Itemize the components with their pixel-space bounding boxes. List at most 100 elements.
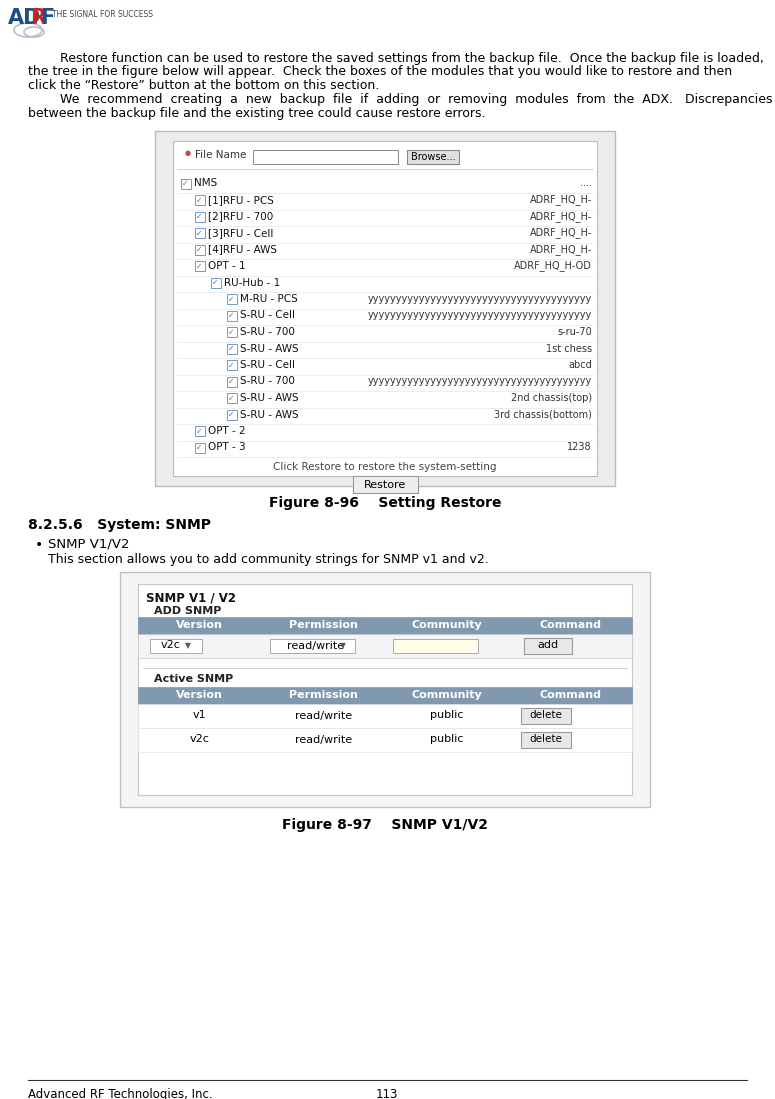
Text: read/write: read/write <box>288 641 345 651</box>
Text: ✓: ✓ <box>228 311 234 320</box>
Text: We  recommend  creating  a  new  backup  file  if  adding  or  removing  modules: We recommend creating a new backup file … <box>28 93 773 107</box>
Bar <box>155 131 615 486</box>
Text: Restore: Restore <box>364 479 406 489</box>
Text: 1238: 1238 <box>567 443 592 453</box>
Text: Command: Command <box>539 620 601 630</box>
Text: ✓: ✓ <box>228 360 234 369</box>
Text: ✓: ✓ <box>228 328 234 336</box>
Text: ✓: ✓ <box>228 393 234 402</box>
Bar <box>393 639 478 653</box>
Text: RU-Hub - 1: RU-Hub - 1 <box>224 278 281 288</box>
Text: 1st chess: 1st chess <box>546 344 592 354</box>
Text: delete: delete <box>529 710 562 721</box>
Bar <box>227 344 237 354</box>
Bar <box>195 244 205 255</box>
Bar <box>353 476 418 493</box>
Bar <box>195 426 205 436</box>
Text: This section allows you to add community strings for SNMP v1 and v2.: This section allows you to add community… <box>48 554 489 566</box>
Text: delete: delete <box>529 734 562 744</box>
Text: ●: ● <box>185 149 191 155</box>
Bar <box>138 703 632 728</box>
Text: 3rd chassis(bottom): 3rd chassis(bottom) <box>494 410 592 420</box>
Text: Permission: Permission <box>289 690 358 700</box>
Text: public: public <box>430 710 463 721</box>
Text: add: add <box>537 641 558 651</box>
Bar <box>173 141 597 476</box>
Bar <box>138 728 632 752</box>
Text: S-RU - AWS: S-RU - AWS <box>240 410 298 420</box>
Text: OPT - 3: OPT - 3 <box>208 443 246 453</box>
Text: read/write: read/write <box>294 710 352 721</box>
Text: File Name: File Name <box>195 149 246 159</box>
Bar <box>195 227 205 238</box>
Text: SNMP V1 / V2: SNMP V1 / V2 <box>146 591 236 604</box>
Text: click the “Restore” button at the bottom on this section.: click the “Restore” button at the bottom… <box>28 79 379 92</box>
Text: ADD SNMP: ADD SNMP <box>154 606 222 615</box>
Text: ✓: ✓ <box>195 212 202 221</box>
Text: ✓: ✓ <box>228 295 234 303</box>
Text: v2c: v2c <box>190 734 210 744</box>
Text: 2nd chassis(top): 2nd chassis(top) <box>511 393 592 403</box>
Text: Community: Community <box>412 690 482 700</box>
Bar <box>227 328 237 337</box>
Text: THE SIGNAL FOR SUCCESS: THE SIGNAL FOR SUCCESS <box>52 10 153 19</box>
Text: abcd: abcd <box>568 360 592 370</box>
Text: S-RU - 700: S-RU - 700 <box>240 328 294 337</box>
Bar <box>227 311 237 321</box>
Bar <box>253 149 398 164</box>
Bar <box>150 639 202 653</box>
Text: SNMP V1/V2: SNMP V1/V2 <box>48 537 129 551</box>
Bar <box>227 295 237 304</box>
Bar <box>120 571 650 807</box>
Text: ADRF_HQ_H-: ADRF_HQ_H- <box>529 195 592 206</box>
Text: Click Restore to restore the system-setting: Click Restore to restore the system-sett… <box>274 462 497 471</box>
Text: [4]RFU - AWS: [4]RFU - AWS <box>208 244 277 255</box>
Text: 113: 113 <box>376 1088 398 1099</box>
Text: 8.2.5.6   System: SNMP: 8.2.5.6 System: SNMP <box>28 518 211 532</box>
Text: ADRF_HQ_H-: ADRF_HQ_H- <box>529 244 592 255</box>
Text: read/write: read/write <box>294 734 352 744</box>
Text: v2c: v2c <box>161 641 181 651</box>
Bar <box>227 410 237 420</box>
Text: Figure 8-96    Setting Restore: Figure 8-96 Setting Restore <box>269 496 501 510</box>
Text: AD: AD <box>8 8 41 27</box>
Text: ✓: ✓ <box>195 443 202 452</box>
Text: Version: Version <box>177 690 223 700</box>
Bar <box>138 687 632 703</box>
Text: S-RU - Cell: S-RU - Cell <box>240 360 295 370</box>
Bar <box>195 443 205 453</box>
Text: NMS: NMS <box>194 178 217 189</box>
Bar <box>195 211 205 222</box>
Text: ADRF_HQ_H-: ADRF_HQ_H- <box>529 227 592 238</box>
Bar <box>521 732 570 747</box>
Text: Active SNMP: Active SNMP <box>154 675 233 685</box>
Text: s-ru-70: s-ru-70 <box>557 328 592 337</box>
Text: Community: Community <box>412 620 482 630</box>
Text: ▼: ▼ <box>185 641 191 650</box>
Text: ✓: ✓ <box>228 377 234 386</box>
Text: Advanced RF Technologies, Inc.: Advanced RF Technologies, Inc. <box>28 1088 212 1099</box>
Text: OPT - 1: OPT - 1 <box>208 260 246 271</box>
Bar <box>181 178 191 189</box>
Bar <box>270 639 354 653</box>
Text: ....: .... <box>580 178 592 189</box>
Text: S-RU - 700: S-RU - 700 <box>240 377 294 387</box>
Text: ADRF_HQ_H-: ADRF_HQ_H- <box>529 211 592 222</box>
Text: ▼: ▼ <box>339 641 346 650</box>
Text: [1]RFU - PCS: [1]RFU - PCS <box>208 195 274 206</box>
Text: ✓: ✓ <box>195 196 202 204</box>
Text: ✓: ✓ <box>195 229 202 237</box>
Bar <box>195 260 205 271</box>
Bar <box>211 278 221 288</box>
Text: M-RU - PCS: M-RU - PCS <box>240 295 298 304</box>
Bar <box>227 377 237 387</box>
Text: ✓: ✓ <box>212 278 218 287</box>
Text: v1: v1 <box>193 710 207 721</box>
Bar <box>523 637 571 654</box>
Text: between the backup file and the existing tree could cause restore errors.: between the backup file and the existing… <box>28 107 485 120</box>
Text: ✓: ✓ <box>195 426 202 435</box>
Bar <box>138 584 632 795</box>
Text: ✓: ✓ <box>228 344 234 353</box>
Text: Command: Command <box>539 690 601 700</box>
Bar <box>138 617 632 633</box>
